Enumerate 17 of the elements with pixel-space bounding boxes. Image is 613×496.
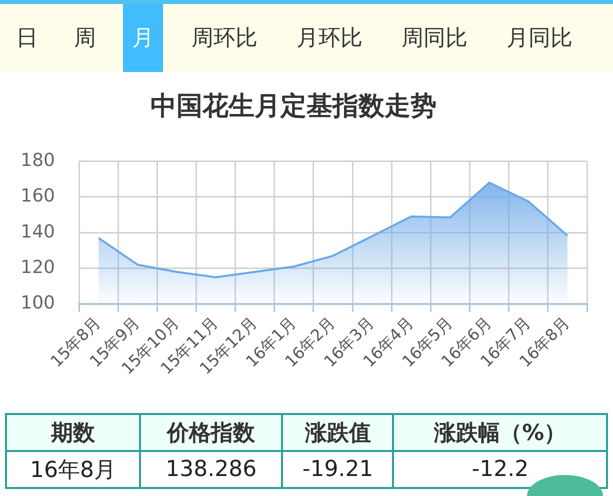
text: 月同比	[506, 25, 574, 53]
text: 周同比	[400, 25, 468, 53]
table-header-cell: 价格指数	[141, 415, 284, 452]
y-tick-label: 140	[20, 221, 55, 242]
text: 日	[15, 25, 39, 53]
selected-tab: 月	[123, 4, 163, 72]
table-header-cell: 期数	[7, 415, 142, 452]
y-tick-label: 100	[20, 292, 55, 314]
y-tick-label: 160	[20, 186, 55, 207]
table-header-cell: 涨跌幅（%）	[394, 415, 606, 452]
chart-title: 中国花生月定基指数走势	[150, 91, 436, 122]
y-tick-label: 180	[20, 150, 55, 171]
y-tick-label: 120	[20, 256, 55, 278]
text: 月环比	[296, 25, 364, 53]
text: 周环比	[190, 25, 258, 53]
text: 周	[73, 25, 97, 53]
table-header-cell: 涨跌值	[283, 415, 394, 452]
